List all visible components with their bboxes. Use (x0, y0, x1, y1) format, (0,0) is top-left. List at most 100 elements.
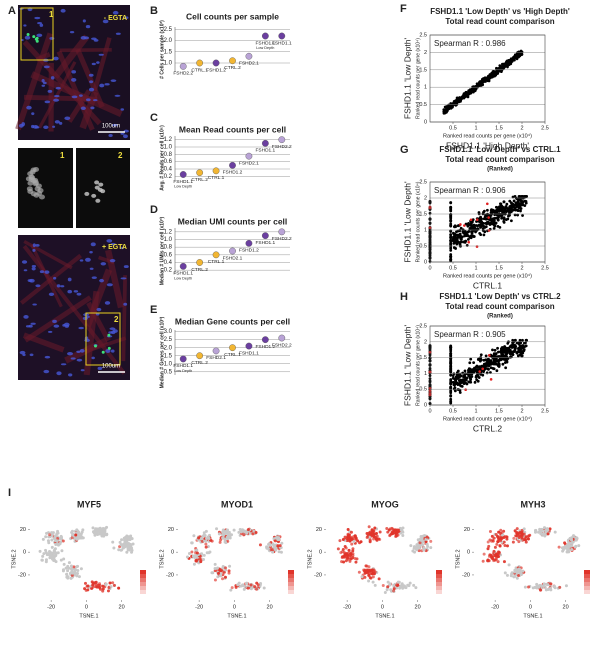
y-axis-label: Ranked read counts per gene (x10⁴) (415, 38, 421, 119)
cell-dot (265, 546, 268, 549)
cell-dot (366, 571, 369, 574)
chart-title: MYOG (371, 499, 399, 509)
cell-dot (60, 549, 63, 552)
cell-dot (186, 556, 189, 559)
cell-dot (94, 527, 97, 530)
cloud-dot (469, 378, 472, 381)
cloud-dot (500, 217, 503, 220)
cell-dot (429, 546, 432, 549)
nucleus (80, 259, 84, 261)
nucleus (32, 249, 35, 252)
cell-dot (85, 589, 88, 592)
data-point (196, 60, 202, 66)
nucleus (74, 290, 78, 292)
cell-dot (371, 534, 374, 537)
cell-dot (492, 550, 495, 553)
y-axis-label: TSNE.2 (159, 549, 165, 568)
cell-dot (219, 568, 222, 571)
cloud-dot (475, 376, 478, 379)
cell-dot (125, 551, 128, 554)
cloud-dot (513, 199, 516, 202)
color-scale (288, 574, 294, 578)
cell-dot (369, 540, 372, 543)
cell-dot (497, 531, 500, 534)
cell-dot (247, 528, 250, 531)
highlight-dot (481, 367, 484, 370)
cloud-dot (468, 381, 471, 384)
cell-dot (532, 586, 535, 589)
cloud-dot (491, 348, 494, 351)
cell-dot (112, 547, 115, 550)
data-point (213, 348, 219, 354)
nucleus (76, 351, 80, 353)
cloud-dot (452, 381, 455, 384)
cell-dot (406, 584, 409, 587)
nucleus-green (107, 334, 110, 337)
nucleus (92, 276, 97, 279)
cell-dot (93, 581, 96, 584)
nucleus (51, 76, 55, 79)
chart-title: Median UMI counts per cell (178, 216, 288, 226)
cell-dot (188, 552, 191, 555)
nucleus (43, 125, 48, 129)
cell-dot (90, 587, 93, 590)
cell-dot (352, 540, 355, 543)
condition-label: + EGTA (102, 244, 127, 251)
cloud-dot (496, 347, 499, 350)
data-point (180, 263, 186, 269)
data-point (262, 33, 268, 39)
nucleus (26, 325, 30, 327)
nucleus (68, 278, 72, 282)
nucleus (123, 303, 127, 306)
cell-dot (347, 552, 350, 555)
y-tick-label: 0.2 (164, 174, 173, 180)
y-tick-label: 2.0 (164, 38, 173, 44)
cloud-dot (449, 224, 452, 227)
chart-title: Mean Read counts per cell (179, 124, 286, 134)
cloud-dot (454, 224, 457, 227)
cell-dot (354, 561, 357, 564)
cloud-dot (472, 91, 475, 94)
nucleus (60, 285, 64, 287)
cell-dot (193, 563, 196, 566)
nucleus (37, 22, 42, 24)
cloud-dot (459, 233, 462, 236)
cell-dot (346, 533, 349, 536)
cloud-dot (460, 235, 463, 238)
cloud-dot (511, 339, 514, 342)
x-tick-label: 2 (520, 125, 523, 131)
nucleus (53, 99, 59, 102)
cell-dot (99, 529, 102, 532)
cell-dot (420, 539, 423, 542)
cell-dot (276, 537, 279, 540)
nucleus (111, 350, 115, 353)
y-tick-label: 20 (464, 527, 470, 533)
cell-dot (255, 588, 258, 591)
point-label: FSHD2.2 (272, 342, 292, 348)
cloud-dot (503, 200, 506, 203)
cell-dot (396, 534, 399, 537)
cell-dot (371, 528, 374, 531)
roi-label: 2 (114, 315, 119, 324)
cell-dot (372, 581, 375, 584)
highlight-dot (478, 370, 481, 373)
cloud-dot (463, 97, 466, 100)
color-scale (288, 590, 294, 594)
y-tick-label: 0 (424, 402, 427, 408)
cloud-dot (461, 372, 464, 375)
cloud-dot (459, 380, 462, 383)
color-scale (436, 590, 442, 594)
data-point (279, 229, 285, 235)
highlight-dot (488, 354, 491, 357)
cell-dot (491, 535, 494, 538)
nucleus (91, 242, 96, 246)
y-tick-label: 0.6 (164, 159, 173, 165)
y-tick-label: 2 (424, 339, 427, 345)
cell-dot (196, 552, 199, 555)
highlight-dot (470, 218, 473, 221)
cloud-dot (516, 203, 519, 206)
cell-dot (67, 575, 70, 578)
y-tick-label: 0 (467, 550, 470, 556)
cloud-dot (494, 349, 497, 352)
cell-dot (39, 550, 42, 553)
